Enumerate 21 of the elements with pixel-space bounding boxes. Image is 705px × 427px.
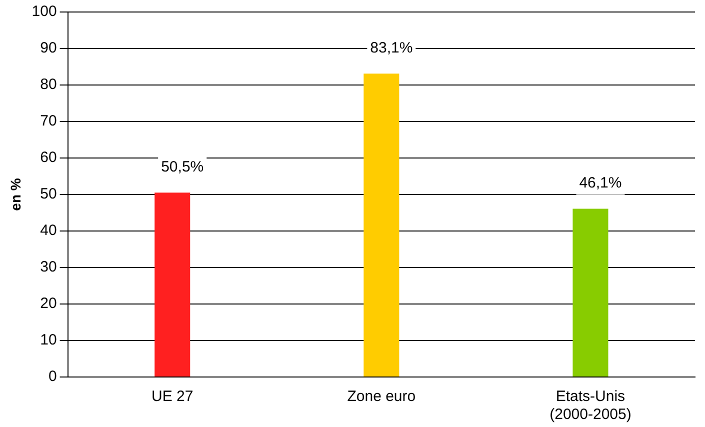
x-tick-label: Etats-Unis (2000-2005) xyxy=(550,388,632,424)
data-label: 50,5% xyxy=(161,158,204,176)
y-tick-label: 80 xyxy=(40,76,57,94)
y-tick-label: 30 xyxy=(40,258,57,276)
y-tick-label: 0 xyxy=(48,368,57,386)
bar xyxy=(572,208,608,376)
data-label: 83,1% xyxy=(370,39,413,56)
y-tick-label: 40 xyxy=(40,222,57,240)
bar xyxy=(154,192,190,376)
y-tick-label: 100 xyxy=(32,3,57,20)
bar xyxy=(364,74,400,376)
y-tick-label: 50 xyxy=(40,186,57,203)
y-tick-label: 10 xyxy=(40,332,57,349)
x-tick-label: Zone euro xyxy=(347,388,416,406)
y-axis-title: en % xyxy=(7,178,24,211)
y-tick-label: 90 xyxy=(40,40,57,57)
y-tick-label: 70 xyxy=(40,112,57,130)
data-label: 46,1% xyxy=(579,174,622,192)
x-tick-label: UE 27 xyxy=(152,388,194,406)
y-tick-label: 20 xyxy=(40,295,57,312)
y-tick-label: 60 xyxy=(40,149,57,166)
